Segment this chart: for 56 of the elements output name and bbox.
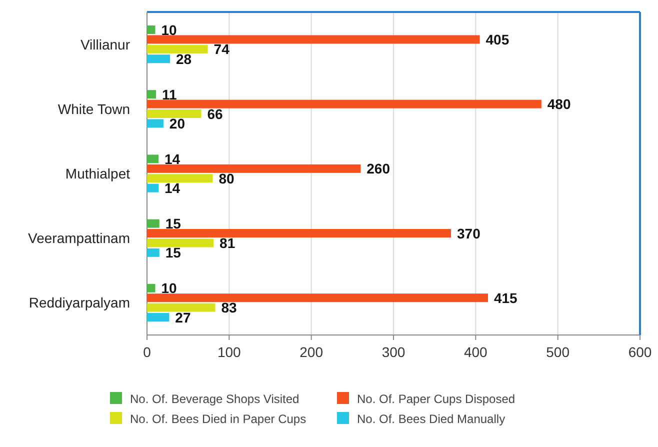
bar: [147, 164, 361, 173]
data-label: 80: [218, 170, 235, 186]
bar: [147, 90, 156, 99]
data-label: 370: [457, 225, 481, 242]
bar: [147, 294, 488, 302]
bar: [147, 35, 480, 44]
bar: [147, 248, 160, 257]
bar: [147, 26, 156, 34]
data-label: 14: [164, 150, 180, 167]
data-label: 11: [162, 86, 178, 102]
x-tick-label: 400: [464, 344, 488, 360]
bar: [147, 174, 213, 183]
data-label: 28: [176, 50, 192, 67]
y-tick-label: Muthialpet: [65, 166, 130, 182]
data-label: 83: [221, 300, 237, 316]
data-label: 260: [366, 160, 390, 177]
bar: [147, 303, 216, 312]
bar: [147, 219, 160, 228]
data-label: 27: [175, 309, 191, 326]
bar: [147, 284, 156, 292]
data-label: 480: [547, 96, 571, 112]
x-tick-label: 200: [300, 344, 324, 360]
x-tick-label: 0: [143, 344, 152, 360]
bar: [147, 44, 208, 54]
legend-label: No. Of. Bees Died in Paper Cups: [130, 412, 306, 426]
bar: [147, 154, 159, 164]
data-label: 15: [165, 244, 182, 261]
bar: [147, 119, 164, 128]
data-label: 14: [164, 180, 180, 196]
y-tick-label: Villianur: [80, 36, 130, 52]
bar: [147, 54, 170, 64]
data-label: 15: [165, 216, 182, 232]
y-tick-label: White Town: [58, 100, 130, 117]
data-label: 74: [214, 41, 230, 58]
bar: [147, 313, 170, 322]
legend-label: No. Of. Bees Died Manually: [357, 412, 506, 426]
x-tick-label: 100: [217, 344, 242, 360]
y-tick-label: Veerampattinam: [28, 230, 130, 246]
data-label: 415: [494, 290, 518, 306]
bar: [147, 229, 452, 238]
x-tick-label: 500: [546, 344, 570, 360]
bar: [147, 100, 542, 108]
x-tick-label: 300: [382, 344, 406, 360]
bar: [147, 238, 214, 248]
bar: [147, 110, 202, 118]
data-label: 66: [207, 106, 224, 122]
data-label: 10: [161, 280, 178, 296]
data-label: 20: [169, 115, 186, 132]
data-label: 10: [161, 22, 178, 38]
bar: [147, 184, 159, 192]
y-tick-label: Reddiyarpalyam: [28, 294, 130, 311]
legend-label: No. Of. Paper Cups Disposed: [357, 392, 516, 406]
data-label: 81: [220, 234, 236, 251]
legend-label: No. Of. Beverage Shops Visited: [130, 392, 300, 406]
x-tick-label: 600: [628, 344, 652, 360]
data-label: 405: [486, 31, 510, 48]
